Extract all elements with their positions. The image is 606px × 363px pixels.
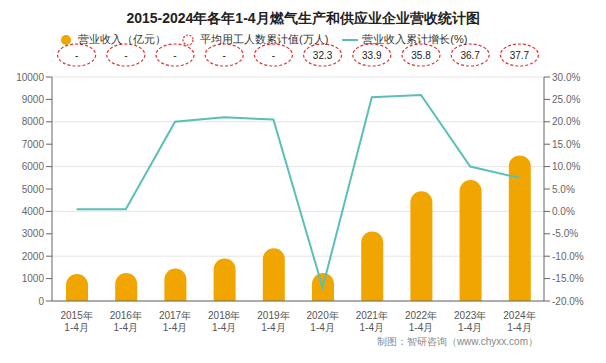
svg-text:7000: 7000	[22, 139, 45, 150]
html-text:2015-2024年各年1-4月燃气生产和供应业企业营收统计: 2015-2024年各年1-4月燃气生产和供应业企业营收统计图	[126, 10, 480, 26]
svg-text:4000: 4000	[22, 206, 45, 217]
svg-text:-: -	[223, 50, 226, 61]
svg-text:1000: 1000	[22, 273, 45, 284]
svg-text:2024年1-4月: 2024年1-4月	[503, 310, 535, 333]
svg-text:2000: 2000	[22, 251, 45, 262]
svg-text:9000: 9000	[22, 94, 45, 105]
svg-text:6000: 6000	[22, 161, 45, 172]
svg-text:5000: 5000	[22, 184, 45, 195]
svg-text:37.7: 37.7	[510, 50, 530, 61]
svg-text:30.0%: 30.0%	[552, 72, 580, 83]
svg-text:2015年1-4月: 2015年1-4月	[60, 310, 92, 333]
svg-text:10000: 10000	[16, 72, 44, 83]
svg-text:2018年1-4月: 2018年1-4月	[208, 310, 240, 333]
svg-text:20.0%: 20.0%	[552, 116, 580, 127]
svg-text:-15.0%: -15.0%	[552, 273, 584, 284]
svg-text:2023年1-4月: 2023年1-4月	[454, 310, 486, 333]
html-text:营业收入累计增长(%): 营业收入累计增长(%)	[362, 33, 468, 45]
html-text:平均用工人数累计值(万人): 平均用工人数累计值(万人)	[200, 33, 329, 45]
svg-text:-: -	[173, 50, 176, 61]
html-text:营业收入（亿元）: 营业收入（亿元）	[78, 33, 166, 45]
svg-text:32.3: 32.3	[313, 50, 333, 61]
svg-text:2020年1-4月: 2020年1-4月	[306, 310, 338, 333]
svg-text:35.8: 35.8	[411, 50, 431, 61]
svg-text:15.0%: 15.0%	[552, 139, 580, 150]
svg-text:5.0%: 5.0%	[552, 184, 575, 195]
svg-text:-5.0%: -5.0%	[552, 228, 578, 239]
svg-text:8000: 8000	[22, 116, 45, 127]
svg-text:2016年1-4月: 2016年1-4月	[110, 310, 142, 333]
svg-text:-10.0%: -10.0%	[552, 251, 584, 262]
svg-text:3000: 3000	[22, 228, 45, 239]
svg-text:2019年1-4月: 2019年1-4月	[257, 310, 289, 333]
svg-text:2022年1-4月: 2022年1-4月	[405, 310, 437, 333]
svg-text:36.7: 36.7	[460, 50, 480, 61]
svg-text:2021年1-4月: 2021年1-4月	[356, 310, 388, 333]
svg-text:10.0%: 10.0%	[552, 161, 580, 172]
svg-text:-: -	[272, 50, 275, 61]
svg-text:2017年1-4月: 2017年1-4月	[159, 310, 191, 333]
svg-text:-: -	[124, 50, 127, 61]
svg-text:33.9: 33.9	[362, 50, 382, 61]
svg-text:-: -	[75, 50, 78, 61]
svg-text:25.0%: 25.0%	[552, 94, 580, 105]
svg-text:0: 0	[38, 296, 44, 307]
svg-text:-20.0%: -20.0%	[552, 296, 584, 307]
svg-text:0.0%: 0.0%	[552, 206, 575, 217]
html-text:制图：智研咨询（www.chyxx.com）: 制图：智研咨询（www.chyxx.com）	[376, 336, 538, 347]
